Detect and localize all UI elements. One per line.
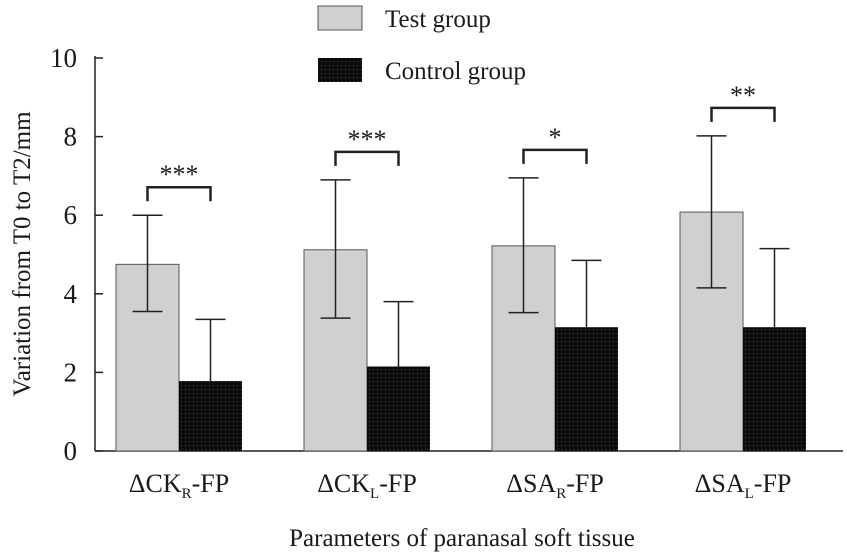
significance-brackets: ****** *** (146, 81, 776, 202)
category-label: ΔSAR-FP (506, 469, 604, 502)
significance-label: ** (730, 81, 756, 110)
bars (115, 211, 806, 452)
y-tick-label: 4 (64, 279, 78, 309)
significance-label: *** (348, 125, 387, 154)
significance-label: * (549, 123, 562, 152)
significance-bracket (146, 185, 212, 202)
category-label: ΔSAL-FP (695, 469, 792, 502)
bar-control-group (555, 327, 618, 451)
bar-control-group (367, 366, 430, 451)
error-bars (132, 135, 790, 382)
y-tick-label: 2 (64, 357, 78, 387)
category-labels: ΔCKR-FP ΔCKL-FP ΔSAR-FP ΔSAL-FP (129, 469, 792, 502)
category-label: ΔCKR-FP (129, 469, 229, 502)
significance-label: *** (160, 160, 199, 189)
significance-bracket (710, 106, 776, 122)
bar-control-group (179, 381, 242, 451)
y-tick-label: 8 (64, 122, 78, 152)
bar-control-group (743, 327, 806, 451)
category-label: ΔCKL-FP (317, 469, 417, 502)
legend-swatch-test (317, 5, 363, 31)
legend-swatch-control (318, 58, 362, 82)
significance-bracket (334, 150, 400, 166)
y-tick-label: 6 (64, 200, 78, 230)
y-tick-label: 0 (64, 436, 78, 466)
significance-bracket (522, 148, 588, 164)
legend-label-test: Test group (385, 6, 491, 33)
y-tick-label: 10 (50, 43, 77, 73)
legend: Test group Control group (317, 5, 526, 85)
legend-label-control: Control group (385, 58, 526, 85)
y-axis-title: Variation from T0 to T2/mm (9, 111, 36, 397)
x-axis-title: Parameters of paranasal soft tissue (289, 525, 635, 552)
